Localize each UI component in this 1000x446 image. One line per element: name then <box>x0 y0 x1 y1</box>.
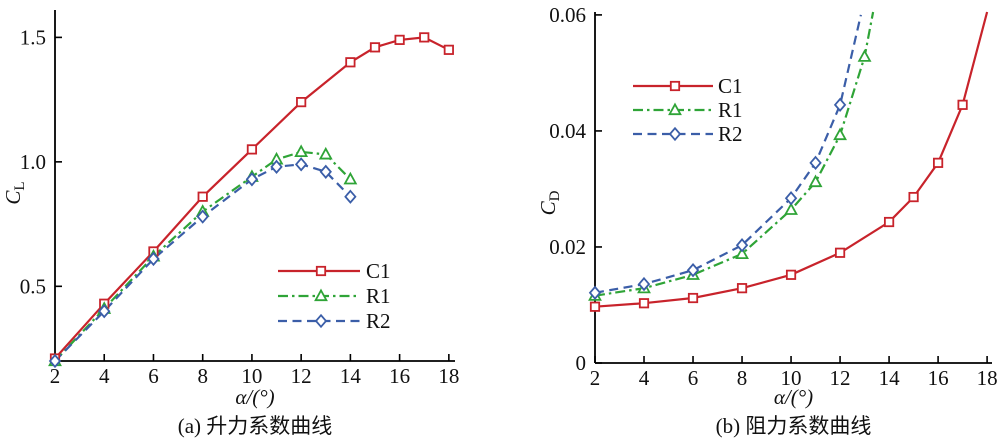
x-tick-label: 10 <box>241 364 262 388</box>
x-tick-label: 18 <box>438 364 459 388</box>
marker-R2 <box>98 304 111 319</box>
marker-R2 <box>147 251 160 267</box>
x-tick-label: 4 <box>639 366 650 390</box>
marker-C1 <box>589 301 601 312</box>
marker-R1 <box>343 171 358 185</box>
marker-R2 <box>294 157 308 172</box>
legend-marker-C1 <box>669 80 681 92</box>
series-line-R1 <box>594 11 875 297</box>
x-tick-label: 12 <box>291 364 312 388</box>
marker-C1 <box>957 99 968 110</box>
y-tick-label: 0.06 <box>549 3 586 27</box>
x-tick-label: 10 <box>781 366 802 390</box>
marker-R2 <box>196 209 209 224</box>
x-tick-label: 16 <box>389 364 410 388</box>
marker-C1 <box>908 191 919 203</box>
series-line-C1 <box>594 11 989 308</box>
marker-C1 <box>785 269 797 280</box>
marker-R1 <box>318 146 333 160</box>
marker-R2 <box>588 285 602 300</box>
chart-b-xlabel: α/(°) <box>773 385 814 409</box>
marker-C1 <box>419 32 430 43</box>
marker-C1 <box>834 247 846 258</box>
marker-C1 <box>296 97 307 108</box>
marker-R2 <box>344 189 357 204</box>
marker-R1 <box>857 49 872 62</box>
chart-b-ylabel: CD <box>535 190 564 216</box>
marker-R1 <box>294 144 309 157</box>
legend-marker-R2 <box>314 313 328 329</box>
marker-C1 <box>197 191 208 202</box>
chart-a-caption: (a) 升力系数曲线 <box>177 414 333 438</box>
marker-R1 <box>833 127 847 141</box>
marker-R2 <box>245 172 259 187</box>
legend-label-R1: R1 <box>366 284 391 308</box>
legend-label-R1: R1 <box>718 98 743 122</box>
legend-marker-R1 <box>314 288 328 302</box>
x-tick-label: 6 <box>148 364 159 388</box>
marker-R2 <box>784 191 798 206</box>
marker-R2 <box>637 276 651 292</box>
marker-R2 <box>735 238 749 253</box>
marker-C1 <box>932 157 944 168</box>
marker-C1 <box>736 283 748 294</box>
x-tick-label: 4 <box>99 364 110 388</box>
chart-a-ylabel: CL <box>0 181 29 205</box>
marker-R1 <box>784 202 798 215</box>
x-tick-label: 14 <box>340 364 362 388</box>
y-tick-label: 0.02 <box>549 235 586 259</box>
x-tick-label: 18 <box>977 366 998 390</box>
chart-a-ylabel-symbol: C <box>0 190 25 205</box>
y-tick-label: 0.04 <box>549 119 586 143</box>
y-tick-label: 1.5 <box>20 25 46 49</box>
y-tick-label: 1.0 <box>20 150 46 174</box>
x-tick-label: 2 <box>50 364 61 388</box>
marker-R2 <box>319 164 332 179</box>
x-tick-label: 8 <box>197 364 208 388</box>
marker-R2 <box>48 353 62 369</box>
series-line-R2 <box>594 14 862 294</box>
marker-C1 <box>638 298 650 309</box>
legend-label-R2: R2 <box>366 309 391 333</box>
x-tick-label: 2 <box>590 366 601 390</box>
legend-marker-R2 <box>668 126 682 142</box>
marker-R2 <box>809 155 822 171</box>
marker-C1 <box>246 144 258 155</box>
y-tick-label: 0.5 <box>20 274 46 298</box>
marker-C1 <box>369 42 381 53</box>
marker-C1 <box>394 34 405 45</box>
chart-b-ylabel-symbol: C <box>535 201 560 216</box>
legend-label-C1: C1 <box>718 74 743 98</box>
marker-R2 <box>833 97 847 113</box>
series-line-R1 <box>54 150 352 362</box>
chart-a-xlabel: α/(°) <box>235 385 275 409</box>
y-tick-label: 0 <box>576 351 587 375</box>
x-tick-label: 6 <box>688 366 699 390</box>
marker-R2 <box>270 159 283 175</box>
legend-marker-R1 <box>668 102 682 116</box>
x-tick-label: 14 <box>879 366 901 390</box>
marker-R2 <box>686 262 700 278</box>
legend-label-R2: R2 <box>718 122 743 146</box>
chart-b-ylabel-subscript: D <box>546 190 563 202</box>
x-tick-label: 16 <box>928 366 949 390</box>
legend-label-C1: C1 <box>366 259 391 283</box>
x-tick-label: 12 <box>830 366 851 390</box>
marker-R1 <box>735 246 749 260</box>
marker-C1 <box>345 57 356 68</box>
marker-R1 <box>808 174 823 188</box>
marker-C1 <box>443 44 454 55</box>
chart-a-ylabel-subscript: L <box>11 181 28 191</box>
legend-marker-C1 <box>315 265 327 277</box>
marker-C1 <box>883 216 895 228</box>
chart-b-caption: (b) 阻力系数曲线 <box>715 414 872 438</box>
x-tick-label: 8 <box>737 366 748 390</box>
marker-C1 <box>687 292 699 304</box>
